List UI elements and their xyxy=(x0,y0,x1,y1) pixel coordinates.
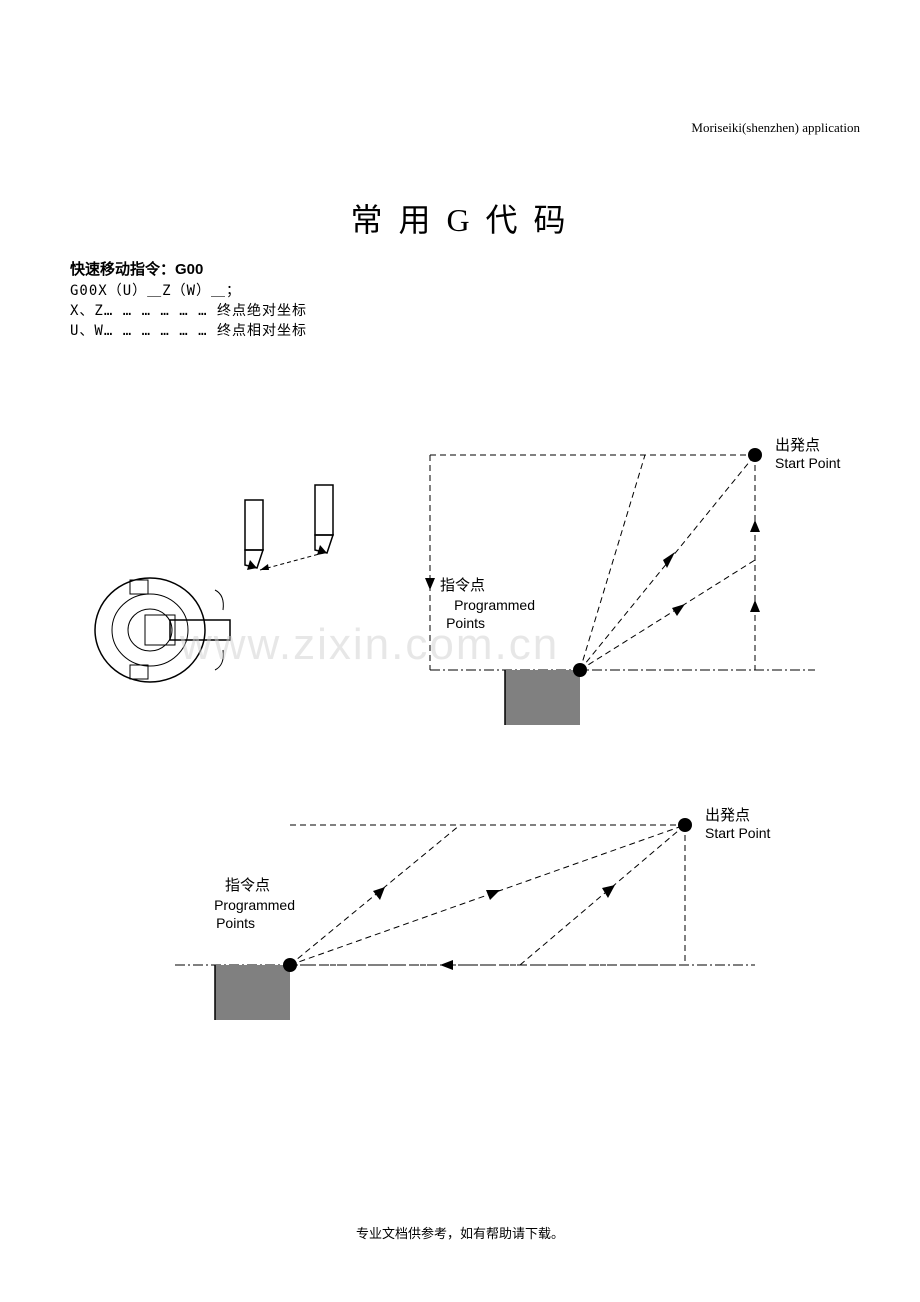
header-company: Moriseiki(shenzhen) application xyxy=(691,120,860,136)
tool-1 xyxy=(245,500,263,570)
diagram-1: 出発点 Start Point 指令点 Programmed Points xyxy=(75,420,855,730)
path-diagram-1: 出発点 Start Point 指令点 Programmed Points xyxy=(425,437,840,725)
start-point-jp-2: 出発点 xyxy=(705,807,750,824)
start-point-en: Start Point xyxy=(775,455,840,471)
code-desc-xz: X、Z… … … … … … 终点绝对坐标 xyxy=(70,300,307,320)
lathe-chuck-illustration xyxy=(95,578,230,682)
programmed-jp: 指令点 xyxy=(440,577,485,594)
programmed-en2-2: Points xyxy=(216,915,255,931)
start-point-en-2: Start Point xyxy=(705,825,770,841)
tool-2 xyxy=(315,485,333,555)
programmed-en1-2: Programmed xyxy=(214,897,295,913)
section-heading: 快速移动指令：G00 xyxy=(70,258,203,279)
code-desc-uw: U、W… … … … … … 终点相对坐标 xyxy=(70,320,307,340)
page-title: 常 用 G 代 码 xyxy=(0,195,920,241)
footer-text: 专业文档供参考，如有帮助请下载。 xyxy=(0,1223,920,1242)
programmed-en2: Points xyxy=(446,615,485,631)
code-syntax: G00X（U）＿Z（W）＿； xyxy=(70,280,241,300)
diagram-2: 出発点 Start Point 指令点 Programmed Points xyxy=(160,790,800,1040)
programmed-en1: Programmed xyxy=(454,597,535,613)
start-point-jp: 出発点 xyxy=(775,437,820,454)
programmed-jp-2: 指令点 xyxy=(225,877,270,894)
